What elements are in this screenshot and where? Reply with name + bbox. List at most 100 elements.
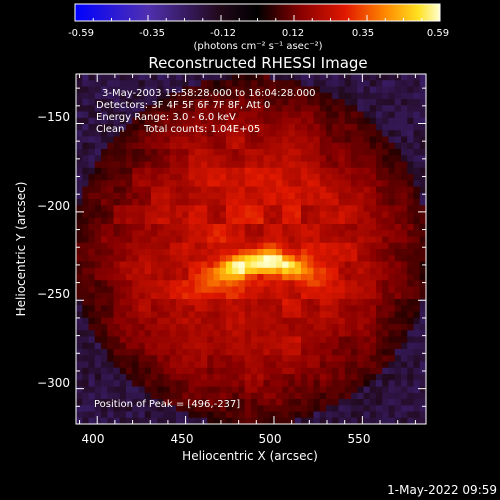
heatmap-cell — [76, 105, 83, 113]
heatmap-cell — [294, 367, 302, 375]
heatmap-cell — [307, 92, 315, 100]
heatmap-cell — [169, 217, 177, 225]
heatmap-cell — [363, 149, 371, 156]
heatmap-cell — [82, 417, 90, 425]
heatmap-cell — [344, 186, 352, 194]
heatmap-cell — [219, 74, 227, 81]
heatmap-cell — [169, 342, 177, 350]
heatmap-cell — [88, 111, 96, 119]
heatmap-cell — [219, 192, 227, 200]
heatmap-cell — [282, 199, 290, 206]
heatmap-cell — [182, 174, 190, 181]
heatmap-cell — [263, 249, 271, 256]
heatmap-cell — [363, 317, 371, 325]
heatmap-cell — [94, 405, 102, 413]
heatmap-cell — [407, 80, 415, 88]
heatmap-cell — [213, 361, 221, 369]
heatmap-cell — [276, 342, 283, 350]
heatmap-cell — [313, 167, 321, 175]
heatmap-cell — [351, 274, 358, 281]
heatmap-cell — [319, 142, 327, 150]
heatmap-cell — [119, 249, 127, 256]
heatmap-cell — [219, 286, 227, 294]
heatmap-cell — [313, 411, 321, 419]
heatmap-cell — [332, 186, 340, 194]
heatmap-cell — [169, 236, 177, 244]
heatmap-cell — [151, 99, 158, 106]
heatmap-cell — [188, 392, 196, 400]
heatmap-cell — [82, 380, 90, 388]
heatmap-cell — [326, 230, 333, 238]
heatmap-cell — [369, 136, 377, 144]
heatmap-cell — [313, 255, 321, 263]
heatmap-cell — [157, 105, 165, 113]
heatmap-cell — [132, 267, 140, 275]
heatmap-cell — [269, 199, 277, 206]
heatmap-cell — [282, 380, 290, 388]
heatmap-cell — [182, 136, 190, 144]
heatmap-cell — [244, 149, 252, 156]
heatmap-cell — [201, 74, 208, 81]
heatmap-cell — [407, 374, 415, 381]
heatmap-cell — [144, 380, 152, 388]
heatmap-cell — [294, 186, 302, 194]
heatmap-cell — [338, 230, 346, 238]
heatmap-cell — [244, 324, 252, 331]
heatmap-cell — [238, 211, 246, 219]
heatmap-cell — [332, 361, 340, 369]
heatmap-cell — [351, 99, 358, 106]
heatmap-cell — [313, 267, 321, 275]
heatmap-cell — [113, 405, 121, 413]
heatmap-cell — [82, 361, 90, 369]
heatmap-cell — [319, 92, 327, 100]
heatmap-cell — [351, 292, 358, 300]
heatmap-cell — [357, 317, 365, 325]
heatmap-cell — [144, 174, 152, 181]
heatmap-cell — [288, 199, 296, 206]
heatmap-cell — [138, 161, 146, 169]
heatmap-cell — [207, 405, 215, 413]
heatmap-cell — [288, 186, 296, 194]
heatmap-cell — [263, 161, 271, 169]
heatmap-cell — [76, 211, 83, 219]
heatmap-cell — [107, 349, 115, 356]
heatmap-cell — [176, 311, 183, 319]
heatmap-cell — [88, 417, 96, 425]
heatmap-cell — [113, 374, 121, 381]
heatmap-cell — [394, 249, 402, 256]
heatmap-cell — [126, 136, 133, 144]
heatmap-cell — [194, 174, 202, 181]
heatmap-cell — [382, 161, 390, 169]
heatmap-cell — [388, 180, 396, 188]
heatmap-cell — [201, 349, 208, 356]
heatmap-cell — [201, 311, 208, 319]
heatmap-cell — [94, 142, 102, 150]
heatmap-cell — [176, 236, 183, 244]
heatmap-cell — [119, 280, 127, 288]
heatmap-cell — [394, 299, 402, 306]
heatmap-cell — [144, 155, 152, 163]
heatmap-cell — [301, 392, 308, 400]
heatmap-cell — [194, 305, 202, 313]
heatmap-cell — [282, 242, 290, 250]
heatmap-cell — [201, 155, 208, 163]
heatmap-cell — [313, 205, 321, 213]
heatmap-cell — [344, 374, 352, 381]
heatmap-cell — [244, 380, 252, 388]
heatmap-cell — [344, 99, 352, 106]
annotation-time-range: 3-May-2003 15:58:28.000 to 16:04:28.000 — [102, 88, 315, 99]
heatmap-cell — [369, 236, 377, 244]
heatmap-cell — [244, 411, 252, 419]
heatmap-cell — [182, 336, 190, 344]
heatmap-cell — [238, 280, 246, 288]
heatmap-cell — [288, 249, 296, 256]
heatmap-cell — [419, 292, 427, 300]
heatmap-cell — [344, 230, 352, 238]
heatmap-cell — [194, 342, 202, 350]
heatmap-cell — [126, 249, 133, 256]
heatmap-cell — [263, 80, 271, 88]
heatmap-cell — [182, 274, 190, 281]
heatmap-cell — [251, 99, 258, 106]
heatmap-cell — [382, 124, 390, 131]
heatmap-cell — [157, 274, 165, 281]
